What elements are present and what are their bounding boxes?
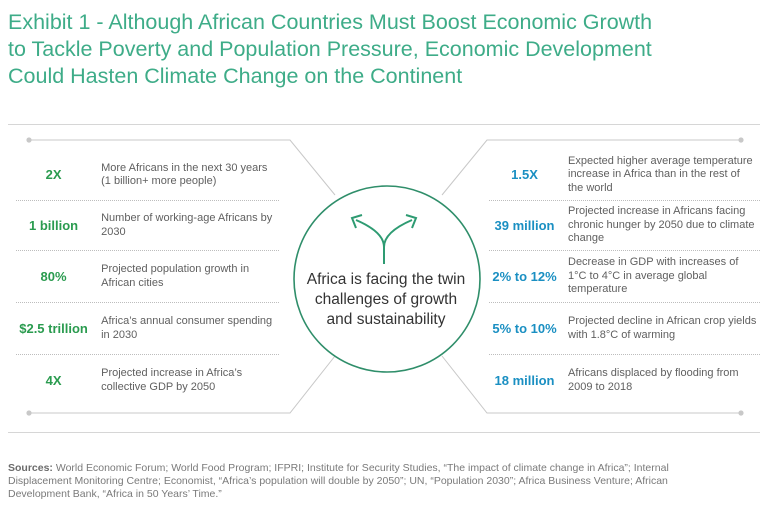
right-top-connector xyxy=(441,139,741,196)
top-rule xyxy=(8,124,760,125)
row-divider xyxy=(489,354,760,355)
growth-row: 2X More Africans in the next 30 years (1… xyxy=(16,150,279,200)
center-line-2: challenges of growth xyxy=(314,291,458,308)
center-circle xyxy=(293,185,481,373)
right-bottom-connector xyxy=(441,355,741,414)
sources-label: Sources: xyxy=(8,462,53,474)
growth-desc: Number of working-age Africans by 2030 xyxy=(101,212,273,238)
row-divider xyxy=(489,250,760,251)
climate-desc: Decrease in GDP with increases of 1°C to… xyxy=(568,256,739,296)
row-divider xyxy=(16,354,279,355)
title-line-3: Could Hasten Climate Change on the Conti… xyxy=(8,64,463,88)
growth-desc: Africa’s annual consumer spending in 203… xyxy=(101,315,273,341)
row-divider xyxy=(489,200,760,201)
climate-stat: 2% to 12% xyxy=(492,268,557,284)
growth-stat: $2.5 trillion xyxy=(19,320,88,336)
left-top-connector xyxy=(29,139,336,196)
growth-desc: Projected population growth in African c… xyxy=(101,263,250,289)
growth-stat: 2X xyxy=(45,167,62,182)
diverging-arrows-icon xyxy=(355,219,413,264)
title-line-2: to Tackle Poverty and Population Pressur… xyxy=(8,37,652,61)
growth-row: 80% Projected population growth in Afric… xyxy=(16,251,279,302)
row-divider xyxy=(489,302,760,303)
growth-desc: More Africans in the next 30 years (1 bi… xyxy=(101,161,268,188)
row-divider xyxy=(16,200,279,201)
right-arrowhead-icon xyxy=(405,214,418,229)
growth-stat: 4X xyxy=(45,372,62,388)
sources-line-2: Displacement Monitoring Centre; Economis… xyxy=(8,475,668,487)
row-divider xyxy=(16,250,279,251)
sources-text-1: World Economic Forum; World Food Program… xyxy=(52,462,669,474)
bottom-rule xyxy=(8,432,760,433)
climate-row: 18 million Africans displaced by floodin… xyxy=(489,355,760,406)
climate-desc: Projected decline in African crop yields… xyxy=(568,315,757,341)
center-line-3: and sustainability xyxy=(326,311,446,328)
climate-row: 5% to 10% Projected decline in African c… xyxy=(489,303,760,354)
row-divider xyxy=(16,302,279,303)
left-arrowhead-icon xyxy=(350,214,363,229)
climate-stat: 1.5X xyxy=(511,167,538,182)
climate-stat: 18 million xyxy=(494,372,555,388)
exhibit-title: Exhibit 1 - Although African Countries M… xyxy=(8,9,758,90)
climate-row: 39 million Projected increase in African… xyxy=(489,201,760,250)
climate-stat: 39 million xyxy=(494,217,555,233)
climate-desc: Africans displaced by flooding from 2009… xyxy=(568,367,739,393)
growth-row: 4X Projected increase in Africa’s collec… xyxy=(16,355,279,406)
growth-stat: 1 billion xyxy=(28,217,79,233)
center-line-1: Africa is facing the twin xyxy=(306,271,466,288)
sources-line-1: Sources: World Economic Forum; World Foo… xyxy=(8,462,760,475)
climate-stat: 5% to 10% xyxy=(492,320,557,336)
climate-row: 1.5X Expected higher average temperature… xyxy=(489,150,760,200)
climate-row: 2% to 12% Decrease in GDP with increases… xyxy=(489,251,760,302)
center-message: Africa is facing the twin challenges of … xyxy=(288,270,484,330)
growth-row: 1 billion Number of working-age Africans… xyxy=(16,201,279,250)
growth-desc: Projected increase in Africa’s collectiv… xyxy=(101,367,243,393)
growth-row: $2.5 trillion Africa’s annual consumer s… xyxy=(16,303,279,354)
title-line-1: Exhibit 1 - Although African Countries M… xyxy=(8,10,653,34)
climate-desc: Expected higher average temperature incr… xyxy=(568,154,753,194)
climate-desc: Projected increase in Africans facing ch… xyxy=(568,205,755,245)
left-bottom-connector xyxy=(29,355,336,414)
growth-stat: 80% xyxy=(40,268,67,284)
sources-note: Sources: World Economic Forum; World Foo… xyxy=(8,462,760,501)
sources-line-3: Development Bank, “Africa in 50 Years’ T… xyxy=(8,488,222,500)
